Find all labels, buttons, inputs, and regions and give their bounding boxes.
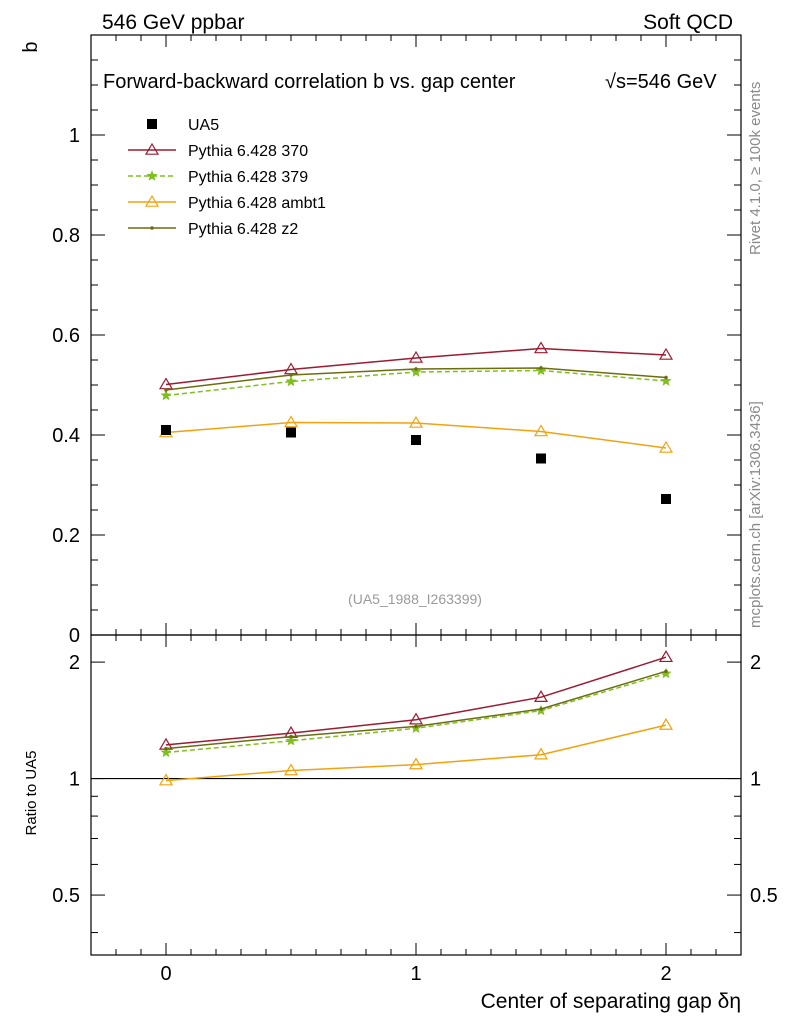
series-point-3 (664, 375, 668, 380)
ratio-point-3 (289, 734, 293, 739)
series-point-0 (658, 347, 674, 360)
series-point-1 (285, 375, 297, 387)
y-tick-label: 0.2 (52, 525, 80, 547)
ratio-line-0 (165, 656, 667, 746)
legend-marker-ua5 (147, 119, 157, 129)
ratio-point-2 (158, 773, 174, 786)
y-tick-label: 1 (69, 125, 80, 147)
ratio-line-2 (165, 724, 667, 782)
x-tick-label: 1 (410, 963, 421, 985)
ratio-point-2 (408, 757, 424, 770)
series-point-3 (289, 373, 293, 377)
legend-label-3: Pythia 6.428 z2 (188, 221, 298, 238)
chart-title-energy: √s=546 GeV (605, 71, 717, 93)
ratio-point-2 (533, 747, 549, 760)
series-point-0 (408, 350, 424, 363)
ratio-line-3 (165, 670, 667, 750)
legend-label-2: Pythia 6.428 ambt1 (188, 195, 326, 212)
x-tick-label: 0 (160, 963, 171, 985)
series-point-2 (533, 424, 549, 437)
ratio-tick-label-right: 2 (750, 652, 761, 674)
ua5-data-point (411, 435, 421, 445)
legend-label-1: Pythia 6.428 379 (188, 169, 308, 186)
legend-marker-2 (144, 194, 160, 207)
series-point-3 (164, 388, 168, 392)
y-axis-label: b (20, 41, 42, 52)
ratio-tick-label-left: 1 (69, 769, 80, 791)
ratio-y-axis-label: Ratio to UA5 (23, 750, 40, 835)
series-point-3 (414, 367, 418, 371)
header-left-label: 546 GeV ppbar (102, 11, 244, 34)
series-point-1 (160, 389, 172, 401)
ratio-tick-label-right: 0.5 (750, 885, 778, 907)
ua5-data-point (286, 427, 296, 438)
ratio-point-0 (533, 690, 549, 703)
ratio-point-2 (658, 717, 674, 730)
series-line-2 (165, 421, 667, 449)
ua5-data-point (661, 494, 671, 504)
ratio-plot-frame (90, 634, 742, 956)
x-axis-label: Center of separating gap δη (481, 990, 741, 1013)
ratio-point-3 (414, 724, 418, 729)
y-tick-label: 0 (69, 625, 80, 647)
series-point-1 (660, 375, 672, 386)
ratio-point-1 (285, 735, 297, 746)
y-tick-label: 0.4 (52, 425, 80, 447)
ua5-data-point (161, 425, 171, 435)
y-tick-label: 0.8 (52, 225, 80, 247)
legend-marker-1 (146, 170, 158, 181)
y-tick-label: 0.6 (52, 325, 80, 347)
series-line-0 (165, 347, 667, 386)
x-tick-label: 2 (660, 963, 671, 985)
ratio-point-1 (160, 746, 172, 758)
header-right-label: Soft QCD (643, 11, 733, 34)
legend-label-ua5: UA5 (188, 117, 219, 134)
rivet-label: Rivet 4.1.0, ≥ 100k events (747, 82, 764, 255)
ratio-tick-label-left: 0.5 (52, 885, 80, 907)
series-point-2 (408, 415, 424, 428)
ratio-point-2 (283, 763, 299, 776)
ratio-tick-label-left: 2 (69, 652, 80, 674)
legend-marker-0 (144, 142, 160, 155)
ratio-point-3 (164, 746, 168, 751)
series-point-2 (658, 440, 674, 453)
ratio-point-0 (658, 650, 674, 663)
ratio-tick-label-right: 1 (750, 769, 761, 791)
series-point-2 (283, 415, 299, 428)
series-point-1 (410, 366, 422, 377)
watermark: (UA5_1988_I263399) (348, 591, 482, 607)
chart-title: Forward-backward correlation b vs. gap c… (103, 71, 516, 93)
ratio-point-3 (664, 669, 668, 674)
mcplots-label: mcplots.cern.ch [arXiv:1306.3436] (747, 401, 764, 628)
ratio-point-3 (539, 707, 543, 711)
ua5-data-point (536, 453, 546, 464)
series-point-0 (533, 341, 549, 354)
series-point-3 (539, 366, 543, 370)
legend-marker-3 (150, 226, 154, 230)
legend-label-0: Pythia 6.428 370 (188, 143, 308, 160)
